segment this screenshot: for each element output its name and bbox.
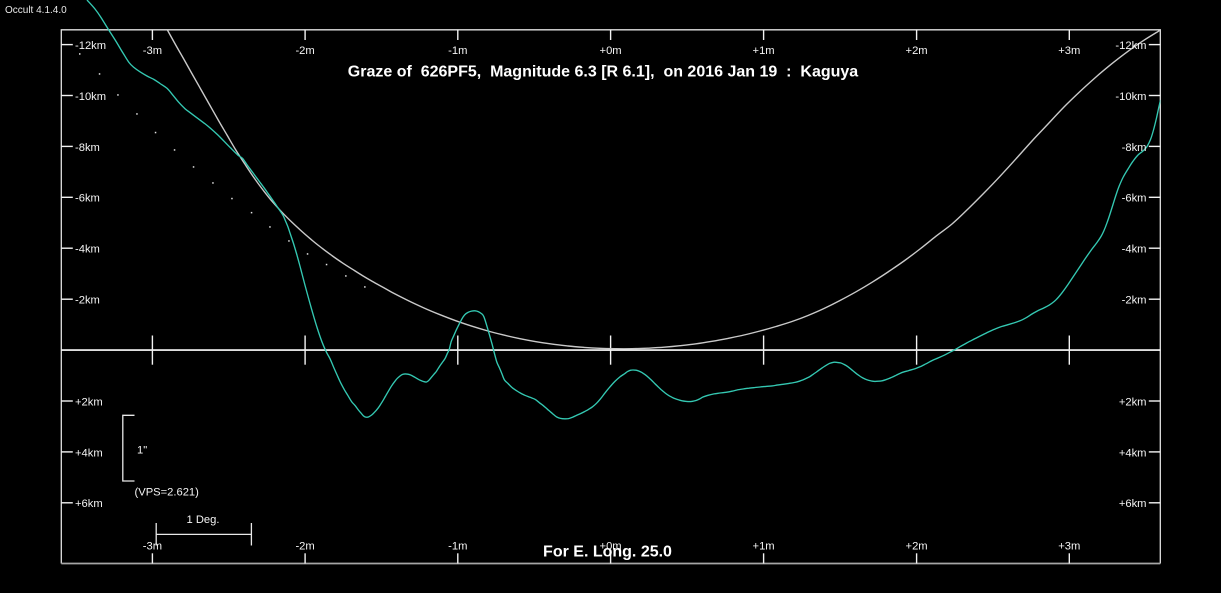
- svg-text:1 Deg.: 1 Deg.: [187, 514, 220, 526]
- svg-text:+3m: +3m: [1058, 541, 1080, 553]
- svg-text:-6km: -6km: [1122, 193, 1147, 205]
- svg-text:For E. Long. 25.0: For E. Long. 25.0: [543, 543, 672, 560]
- svg-text:-8km: -8km: [1122, 142, 1147, 154]
- svg-text:-4km: -4km: [1122, 244, 1147, 256]
- svg-text:+2m: +2m: [906, 45, 928, 57]
- svg-text:-6km: -6km: [75, 193, 100, 205]
- svg-text:+1m: +1m: [753, 45, 775, 57]
- svg-text:-1m: -1m: [448, 541, 467, 553]
- svg-text:Graze of 626PF5, Magnitude 6: Graze of 626PF5, Magnitude 6.3 [R 6.1], …: [348, 63, 858, 80]
- svg-text:+4km: +4km: [75, 447, 103, 459]
- svg-text:(VPS=2.621): (VPS=2.621): [135, 487, 200, 499]
- svg-text:-12km: -12km: [75, 40, 106, 52]
- svg-text:+6km: +6km: [1119, 498, 1147, 510]
- svg-text:-10km: -10km: [1115, 91, 1146, 103]
- svg-text:-12km: -12km: [1115, 40, 1146, 52]
- svg-text:1": 1": [137, 445, 147, 457]
- svg-text:-2km: -2km: [1122, 295, 1147, 307]
- svg-text:-3m: -3m: [143, 541, 162, 553]
- svg-text:-10km: -10km: [75, 91, 106, 103]
- svg-text:+2m: +2m: [906, 541, 928, 553]
- svg-text:-3m: -3m: [143, 45, 162, 57]
- svg-text:-1m: -1m: [448, 45, 467, 57]
- svg-text:+1m: +1m: [753, 541, 775, 553]
- svg-text:+4km: +4km: [1119, 447, 1147, 459]
- svg-text:+0m: +0m: [600, 45, 622, 57]
- svg-text:+0m: +0m: [600, 541, 622, 553]
- svg-text:+2km: +2km: [75, 396, 103, 408]
- svg-text:-2m: -2m: [295, 45, 314, 57]
- svg-text:+2km: +2km: [1119, 396, 1147, 408]
- svg-text:Occult 4.1.4.0: Occult 4.1.4.0: [5, 5, 67, 16]
- svg-text:-4km: -4km: [75, 244, 100, 256]
- svg-text:-2m: -2m: [295, 541, 314, 553]
- svg-text:+3m: +3m: [1058, 45, 1080, 57]
- svg-text:-8km: -8km: [75, 142, 100, 154]
- svg-text:-2km: -2km: [75, 295, 100, 307]
- svg-text:+6km: +6km: [75, 498, 103, 510]
